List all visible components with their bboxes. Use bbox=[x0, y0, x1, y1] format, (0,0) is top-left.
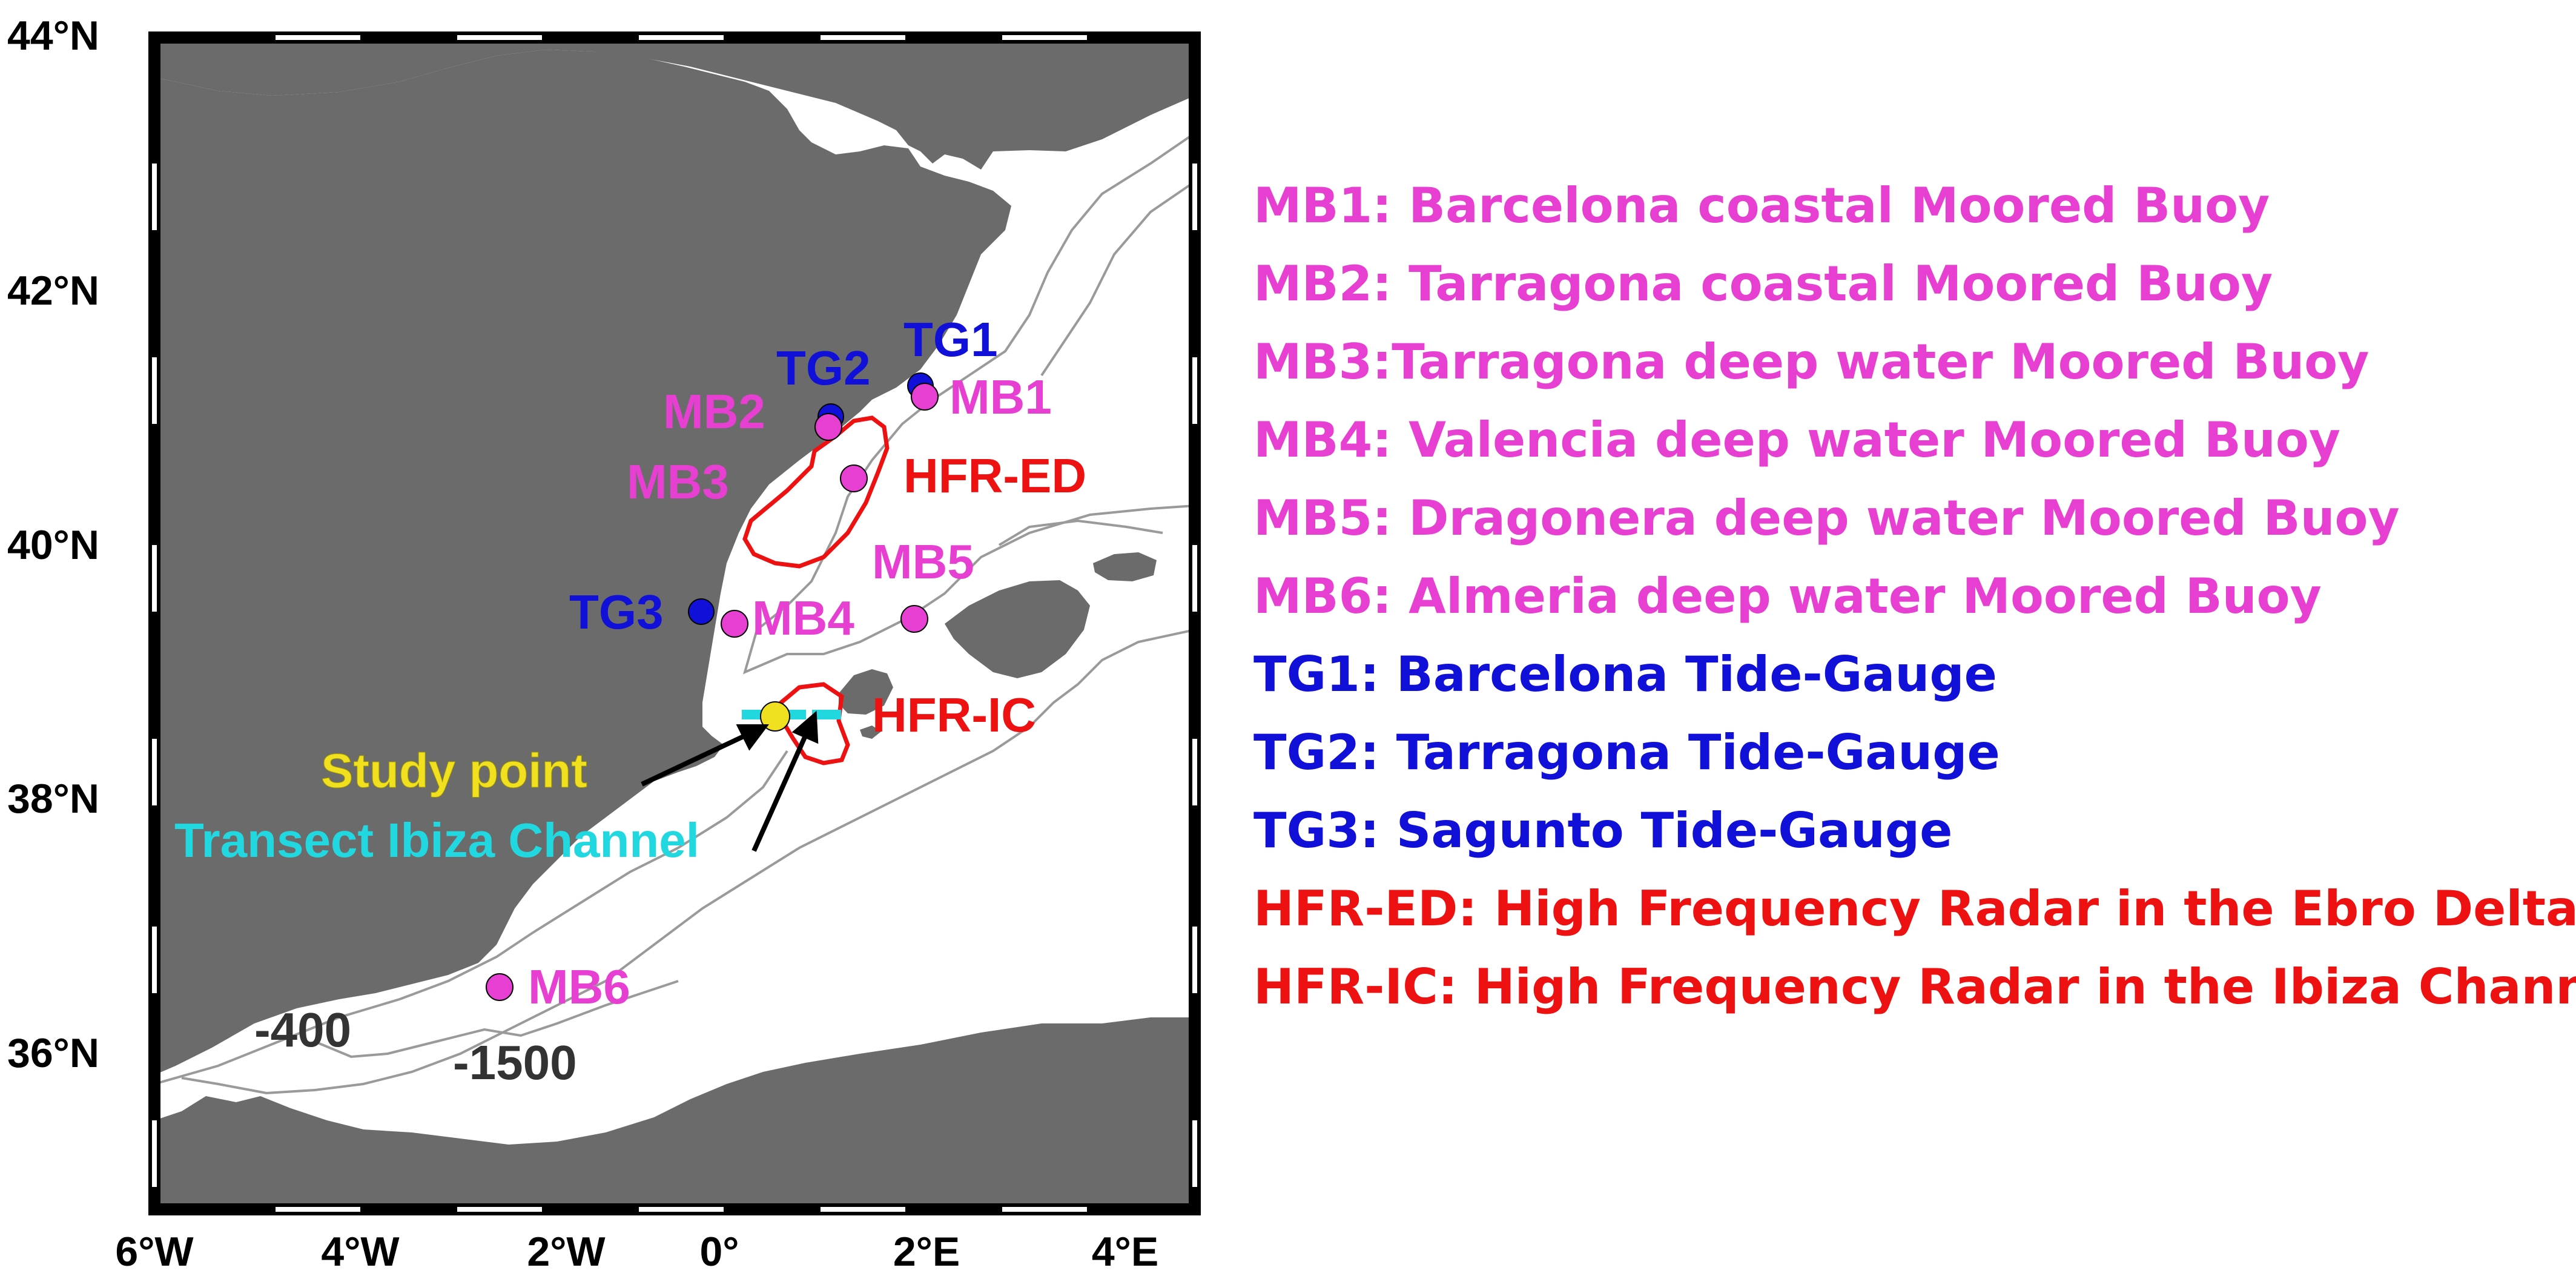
map-body: -400 -1500 TG1 TG2 TG3 MB1 MB2 MB3 MB4 M… bbox=[154, 38, 1195, 1209]
tg3-label: TG3 bbox=[569, 585, 664, 639]
latitude-axis: 44°N 42°N 40°N 38°N 36°N bbox=[7, 13, 99, 1076]
lat-tick-label: 44°N bbox=[7, 13, 99, 59]
legend-item-hfr-ed: HFR-ED: High Frequency Radar in the Ebro… bbox=[1253, 881, 2576, 937]
lon-tick-label: 2°E bbox=[893, 1229, 960, 1275]
island-ibiza bbox=[839, 669, 893, 715]
mb1-marker[interactable] bbox=[911, 383, 939, 411]
land-iberia bbox=[154, 50, 1011, 1075]
mb6-marker[interactable] bbox=[486, 973, 514, 1001]
mb5-label: MB5 bbox=[872, 535, 974, 589]
legend-item-hfr-ic: HFR-IC: High Frequency Radar in the Ibiz… bbox=[1253, 959, 2576, 1015]
lat-tick-label: 40°N bbox=[7, 522, 99, 568]
contour-line bbox=[154, 750, 788, 1085]
tg3-marker[interactable] bbox=[688, 598, 715, 625]
mb2-marker[interactable] bbox=[814, 413, 842, 441]
lat-tick-label: 36°N bbox=[7, 1030, 99, 1076]
transect-arrowhead bbox=[791, 710, 819, 744]
lat-tick-label: 42°N bbox=[7, 268, 99, 314]
legend-item-mb2: MB2: Tarragona coastal Moored Buoy bbox=[1253, 256, 2273, 312]
legend-item-tg3: TG3: Sagunto Tide-Gauge bbox=[1253, 802, 1953, 859]
tg2-label: TG2 bbox=[776, 341, 871, 395]
lon-tick-label: 4°E bbox=[1092, 1229, 1158, 1275]
study-point-label: Study point bbox=[321, 744, 587, 798]
map-frame bbox=[148, 31, 1201, 1215]
hfr-ed-label: HFR-ED bbox=[903, 449, 1086, 503]
lon-tick-label: 0° bbox=[699, 1229, 739, 1275]
station-legend: MB1: Barcelona coastal Moored Buoy MB2: … bbox=[1253, 167, 2576, 1026]
tg1-label: TG1 bbox=[903, 312, 998, 366]
legend-item-mb5: MB5: Dragonera deep water Moored Buoy bbox=[1253, 490, 2400, 546]
contour-line bbox=[314, 980, 679, 1059]
mb2-label: MB2 bbox=[663, 385, 765, 438]
bathymetry-contours bbox=[154, 132, 1195, 1095]
depth-label-1500: -1500 bbox=[453, 1036, 577, 1089]
mb4-marker[interactable] bbox=[721, 610, 748, 638]
lon-tick-label: 4°W bbox=[321, 1229, 400, 1275]
contour-line bbox=[1040, 180, 1195, 377]
island-formentera bbox=[860, 725, 881, 739]
legend-item-tg1: TG1: Barcelona Tide-Gauge bbox=[1253, 646, 1997, 702]
mb3-marker[interactable] bbox=[840, 464, 868, 492]
contour-line bbox=[181, 629, 1195, 1095]
transect-label: Transect Ibiza Channel bbox=[174, 813, 699, 867]
island-menorca bbox=[1093, 552, 1157, 581]
frame-ticks bbox=[152, 35, 1197, 1212]
contour-line bbox=[742, 132, 1195, 675]
legend-item-tg2: TG2: Tarragona Tide-Gauge bbox=[1253, 724, 2000, 781]
legend-item-mb4: MB4: Valencia deep water Moored Buoy bbox=[1253, 412, 2340, 468]
legend-item-mb1: MB1: Barcelona coastal Moored Buoy bbox=[1253, 177, 2270, 234]
study-point-arrowhead bbox=[736, 724, 769, 751]
hfr-ic-label: HFR-IC bbox=[872, 688, 1036, 742]
lon-tick-label: 6°W bbox=[115, 1229, 194, 1275]
legend-item-mb3: MB3:Tarragona deep water Moored Buoy bbox=[1253, 334, 2370, 390]
land-north bbox=[154, 38, 1195, 170]
transect-arrow bbox=[751, 735, 808, 852]
lat-tick-label: 38°N bbox=[7, 776, 99, 822]
legend-item-mb6: MB6: Almeria deep water Moored Buoy bbox=[1253, 568, 2322, 624]
hfr-ed-coverage bbox=[742, 415, 890, 569]
hfr-ic-coverage bbox=[779, 682, 850, 765]
island-mallorca bbox=[945, 580, 1090, 678]
mb6-label: MB6 bbox=[528, 960, 630, 1014]
land-africa bbox=[154, 1017, 1195, 1209]
mb5-marker[interactable] bbox=[900, 605, 928, 633]
study-point-arrow bbox=[641, 733, 746, 787]
contour-line bbox=[998, 519, 1163, 546]
mb4-label: MB4 bbox=[752, 591, 854, 645]
annotation-arrows bbox=[641, 710, 819, 852]
longitude-axis: 6°W 4°W 2°W 0° 2°E 4°E bbox=[115, 1229, 1158, 1275]
lon-tick-label: 2°W bbox=[527, 1229, 606, 1275]
mb1-label: MB1 bbox=[949, 370, 1052, 424]
depth-label-400: -400 bbox=[254, 1003, 351, 1057]
mb3-label: MB3 bbox=[627, 455, 729, 509]
study-point-marker[interactable] bbox=[760, 701, 790, 732]
